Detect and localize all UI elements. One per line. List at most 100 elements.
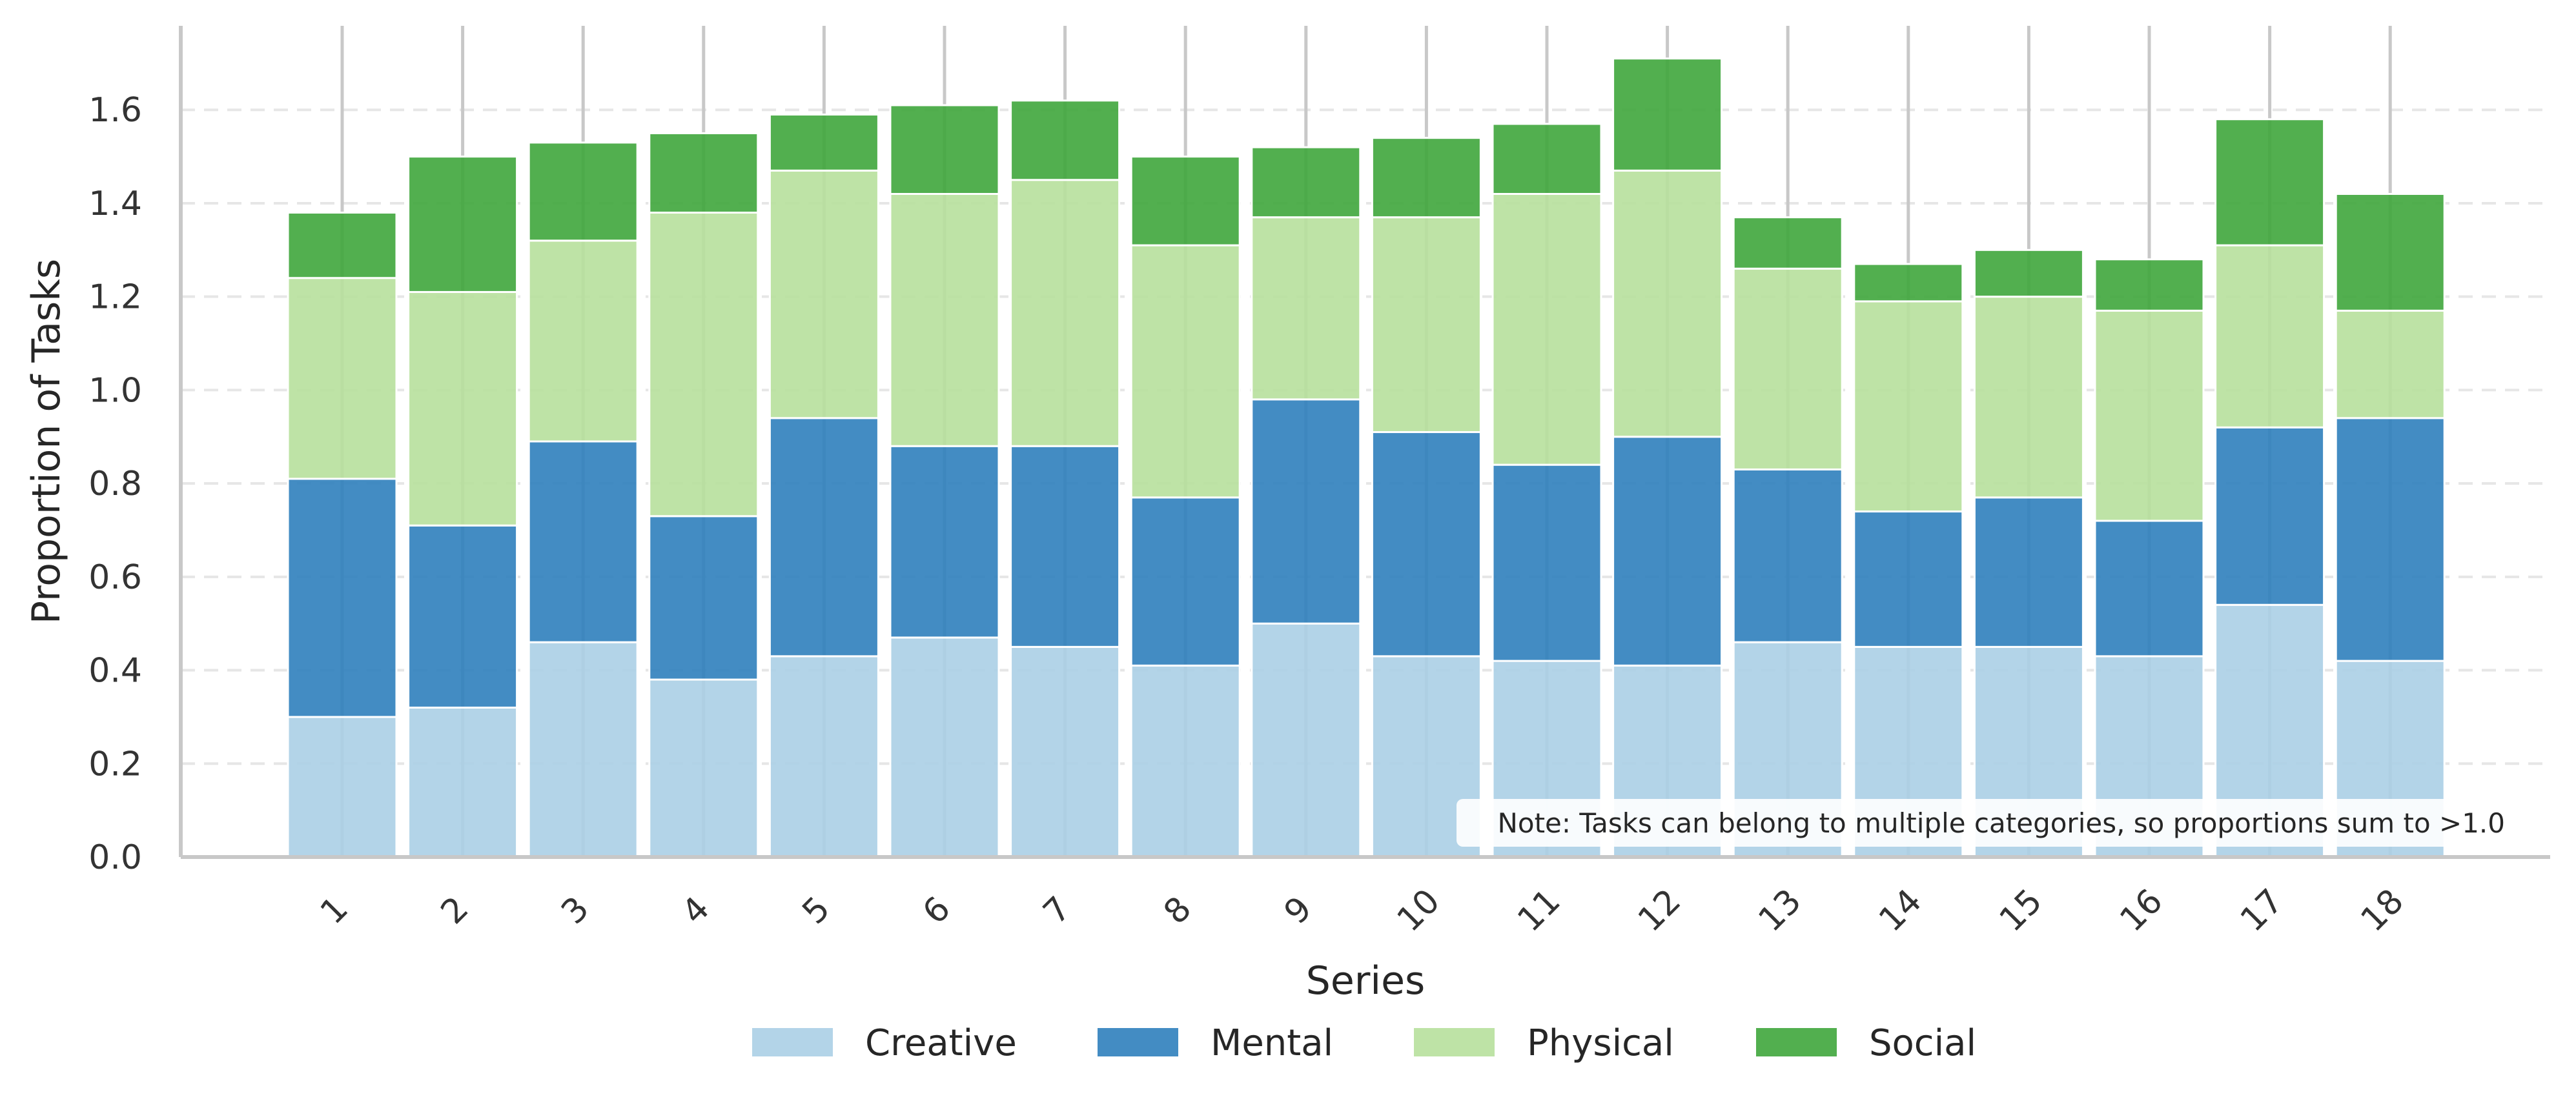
bar-mental-6 — [889, 445, 1000, 639]
bar-creative-2 — [407, 706, 518, 858]
bar-social-6 — [889, 104, 1000, 195]
legend-label-creative: Creative — [865, 1022, 1017, 1064]
x-tick-label: 17 — [2233, 882, 2291, 939]
bar-creative-4 — [648, 678, 759, 858]
bar-social-18 — [2335, 192, 2446, 312]
y-tick-label: 1.4 — [88, 185, 142, 223]
bar-mental-17 — [2214, 426, 2326, 606]
bar-social-1 — [287, 211, 398, 279]
x-tick-label: 8 — [1156, 889, 1199, 932]
x-tick-label: 13 — [1752, 882, 1809, 939]
x-tick-label: 9 — [1277, 889, 1320, 932]
legend-swatch-social — [1756, 1028, 1837, 1056]
x-tick-label: 10 — [1390, 882, 1447, 939]
y-tick-label: 1.0 — [88, 371, 142, 410]
bar-social-10 — [1371, 137, 1482, 219]
bar-physical-16 — [2094, 309, 2205, 522]
legend-swatch-physical — [1414, 1028, 1495, 1056]
bar-mental-9 — [1251, 398, 1362, 625]
bar-social-15 — [1973, 248, 2084, 298]
bar-mental-11 — [1491, 463, 1602, 662]
y-tick-label: 0.0 — [88, 838, 142, 877]
bar-physical-14 — [1853, 300, 1964, 513]
bar-creative-8 — [1130, 664, 1241, 858]
bar-physical-10 — [1371, 216, 1482, 434]
bar-physical-7 — [1010, 179, 1121, 447]
bar-social-7 — [1010, 99, 1121, 181]
bar-mental-1 — [287, 478, 398, 718]
x-tick-label: 12 — [1631, 882, 1688, 939]
bar-social-17 — [2214, 118, 2326, 247]
bar-physical-8 — [1130, 244, 1241, 499]
bar-physical-2 — [407, 290, 518, 527]
bar-creative-3 — [527, 641, 639, 858]
legend: Creative Mental Physical Social — [752, 1022, 1976, 1064]
x-tick-label: 1 — [313, 889, 356, 932]
x-tick-label: 14 — [1872, 882, 1929, 939]
bar-mental-7 — [1010, 445, 1121, 648]
y-axis-title: Proportion of Tasks — [24, 259, 69, 624]
x-tick-label: 18 — [2354, 882, 2411, 939]
bar-social-8 — [1130, 156, 1241, 247]
bar-physical-3 — [527, 239, 639, 443]
y-tick-labels: 0.0 0.2 0.4 0.6 0.8 1.0 1.2 1.4 1.6 — [88, 91, 142, 877]
bar-social-9 — [1251, 146, 1362, 219]
bar-social-16 — [2094, 258, 2205, 312]
bar-mental-3 — [527, 440, 639, 643]
bar-physical-4 — [648, 211, 759, 518]
bar-physical-13 — [1732, 267, 1843, 470]
bar-mental-2 — [407, 524, 518, 709]
bar-physical-9 — [1251, 216, 1362, 401]
bar-mental-18 — [2335, 417, 2446, 662]
x-tick-label: 2 — [434, 889, 476, 932]
bar-physical-6 — [889, 192, 1000, 447]
bar-physical-15 — [1973, 296, 2084, 499]
bar-physical-1 — [287, 277, 398, 480]
bar-creative-9 — [1251, 622, 1362, 858]
note-annotation: Note: Tasks can belong to multiple categ… — [1457, 799, 2515, 847]
y-tick-label: 0.8 — [88, 465, 142, 503]
y-tick-label: 1.2 — [88, 278, 142, 317]
legend-label-social: Social — [1869, 1022, 1976, 1064]
axes — [179, 26, 2550, 859]
x-tick-label: 11 — [1510, 882, 1568, 939]
bar-social-5 — [768, 113, 879, 172]
x-tick-label: 15 — [1992, 882, 2050, 939]
bar-physical-12 — [1612, 169, 1723, 438]
bar-mental-15 — [1973, 496, 2084, 648]
note-text: Note: Tasks can belong to multiple categ… — [1497, 807, 2505, 839]
bar-social-12 — [1612, 57, 1723, 172]
bar-physical-17 — [2214, 244, 2326, 429]
bar-physical-11 — [1491, 192, 1602, 466]
bar-mental-12 — [1612, 436, 1723, 667]
bar-social-3 — [527, 141, 639, 242]
bar-mental-10 — [1371, 431, 1482, 658]
x-axis-title: Series — [1306, 958, 1426, 1004]
bar-physical-5 — [768, 169, 879, 419]
bar-social-2 — [407, 156, 518, 293]
bar-creative-1 — [287, 716, 398, 858]
bar-creative-7 — [1010, 645, 1121, 858]
bar-creative-5 — [768, 655, 879, 858]
bars — [287, 57, 2446, 858]
bar-creative-6 — [889, 636, 1000, 858]
x-tick-label: 6 — [915, 889, 958, 932]
bar-social-13 — [1732, 216, 1843, 270]
note-box — [1457, 799, 2515, 847]
bar-physical-18 — [2335, 309, 2446, 419]
y-tick-label: 1.6 — [88, 91, 142, 130]
x-tick-label: 7 — [1036, 889, 1079, 932]
y-tick-label: 0.4 — [88, 652, 142, 691]
legend-swatch-mental — [1098, 1028, 1178, 1056]
y-tick-label: 0.2 — [88, 745, 142, 783]
bar-social-11 — [1491, 123, 1602, 195]
bar-mental-16 — [2094, 520, 2205, 658]
x-tick-label: 3 — [554, 889, 597, 932]
bar-mental-4 — [648, 515, 759, 681]
x-tick-label: 16 — [2112, 882, 2170, 939]
bar-mental-8 — [1130, 496, 1241, 667]
y-tick-label: 0.6 — [88, 558, 142, 597]
bar-mental-5 — [768, 417, 879, 658]
